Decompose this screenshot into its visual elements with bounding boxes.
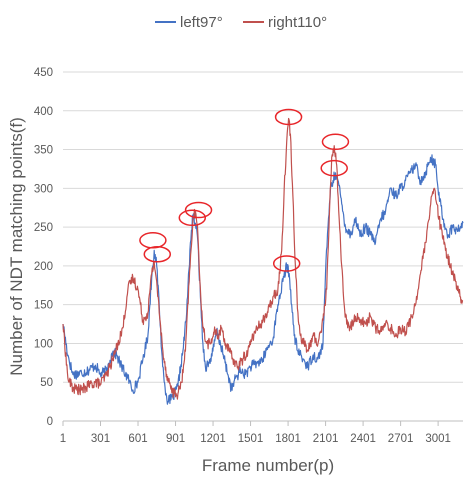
y-tick-label: 350 [34, 145, 53, 157]
x-tick-label: 1201 [200, 433, 226, 445]
annotation-circle [139, 232, 167, 249]
y-axis-title: Number of NDT matching points(f) [7, 117, 26, 376]
y-tick-label: 450 [34, 67, 53, 79]
annotation-circle [320, 159, 348, 177]
y-tick-label: 50 [40, 377, 53, 389]
legend-label: right110° [268, 14, 327, 31]
y-tick-label: 100 [34, 338, 53, 350]
x-tick-label: 2101 [313, 433, 339, 445]
x-tick-label: 601 [128, 433, 147, 445]
annotation-circle [184, 201, 213, 219]
legend-label: left97° [180, 14, 223, 31]
annotation-circle [274, 108, 303, 126]
x-tick-label: 3001 [425, 433, 451, 445]
x-tick-label: 1801 [275, 433, 301, 445]
y-tick-label: 400 [34, 106, 53, 118]
y-tick-label: 300 [34, 183, 53, 195]
x-tick-label: 2401 [350, 433, 376, 445]
annotation-circle [272, 255, 301, 272]
y-tick-label: 250 [34, 222, 53, 234]
x-tick-label: 1 [60, 433, 66, 445]
y-tick-label: 150 [34, 300, 53, 312]
x-tick-label: 2701 [388, 433, 414, 445]
series-line-left97 [62, 154, 464, 405]
x-tick-label: 901 [166, 433, 185, 445]
x-tick-label: 301 [91, 433, 110, 445]
series-line-right110 [62, 117, 464, 400]
annotation-circle [143, 246, 172, 263]
x-axis-title: Frame number(p) [202, 456, 334, 475]
annotation-circle [321, 133, 350, 151]
annotation-circle [178, 209, 207, 227]
y-tick-label: 200 [34, 261, 53, 273]
x-tick-label: 1501 [238, 433, 264, 445]
y-tick-label: 0 [47, 416, 53, 428]
